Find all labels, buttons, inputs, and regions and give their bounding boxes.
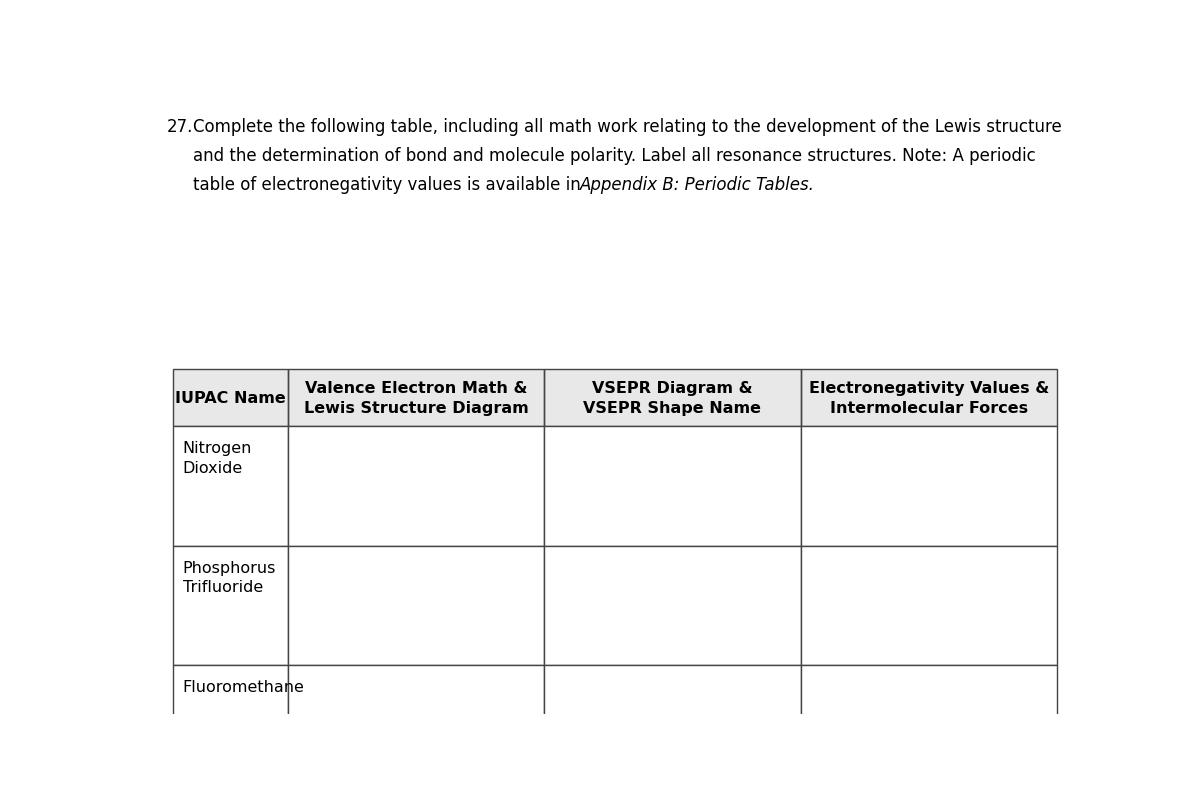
Text: Fluoromethane: Fluoromethane [182,679,305,695]
Bar [173,369,288,427]
Bar [800,369,1057,427]
Text: Nitrogen
Dioxide: Nitrogen Dioxide [182,441,252,476]
Bar [545,546,800,666]
Text: Phosphorus
Trifluoride: Phosphorus Trifluoride [182,560,276,595]
Text: VSEPR Diagram &
VSEPR Shape Name: VSEPR Diagram & VSEPR Shape Name [583,381,762,415]
Bar [545,666,800,784]
Text: Appendix B: Periodic Tables.: Appendix B: Periodic Tables. [580,176,815,194]
Bar [800,666,1057,784]
Bar [288,427,545,546]
Bar [288,546,545,666]
Text: 27.: 27. [167,118,193,136]
Bar [545,369,800,427]
Bar [288,369,545,427]
Text: Complete the following table, including all math work relating to the developmen: Complete the following table, including … [193,118,1061,136]
Text: Valence Electron Math &
Lewis Structure Diagram: Valence Electron Math & Lewis Structure … [304,381,528,415]
Text: Electronegativity Values &
Intermolecular Forces: Electronegativity Values & Intermolecula… [809,381,1049,415]
Text: and the determination of bond and molecule polarity. Label all resonance structu: and the determination of bond and molecu… [193,147,1036,165]
Text: IUPAC Name: IUPAC Name [175,391,286,406]
Text: table of electronegativity values is available in: table of electronegativity values is ava… [193,176,586,194]
Bar [800,546,1057,666]
Bar [545,427,800,546]
Bar [173,546,288,666]
Bar [173,427,288,546]
Bar [173,369,1057,427]
Bar [173,666,288,784]
Bar [288,666,545,784]
Bar [800,427,1057,546]
